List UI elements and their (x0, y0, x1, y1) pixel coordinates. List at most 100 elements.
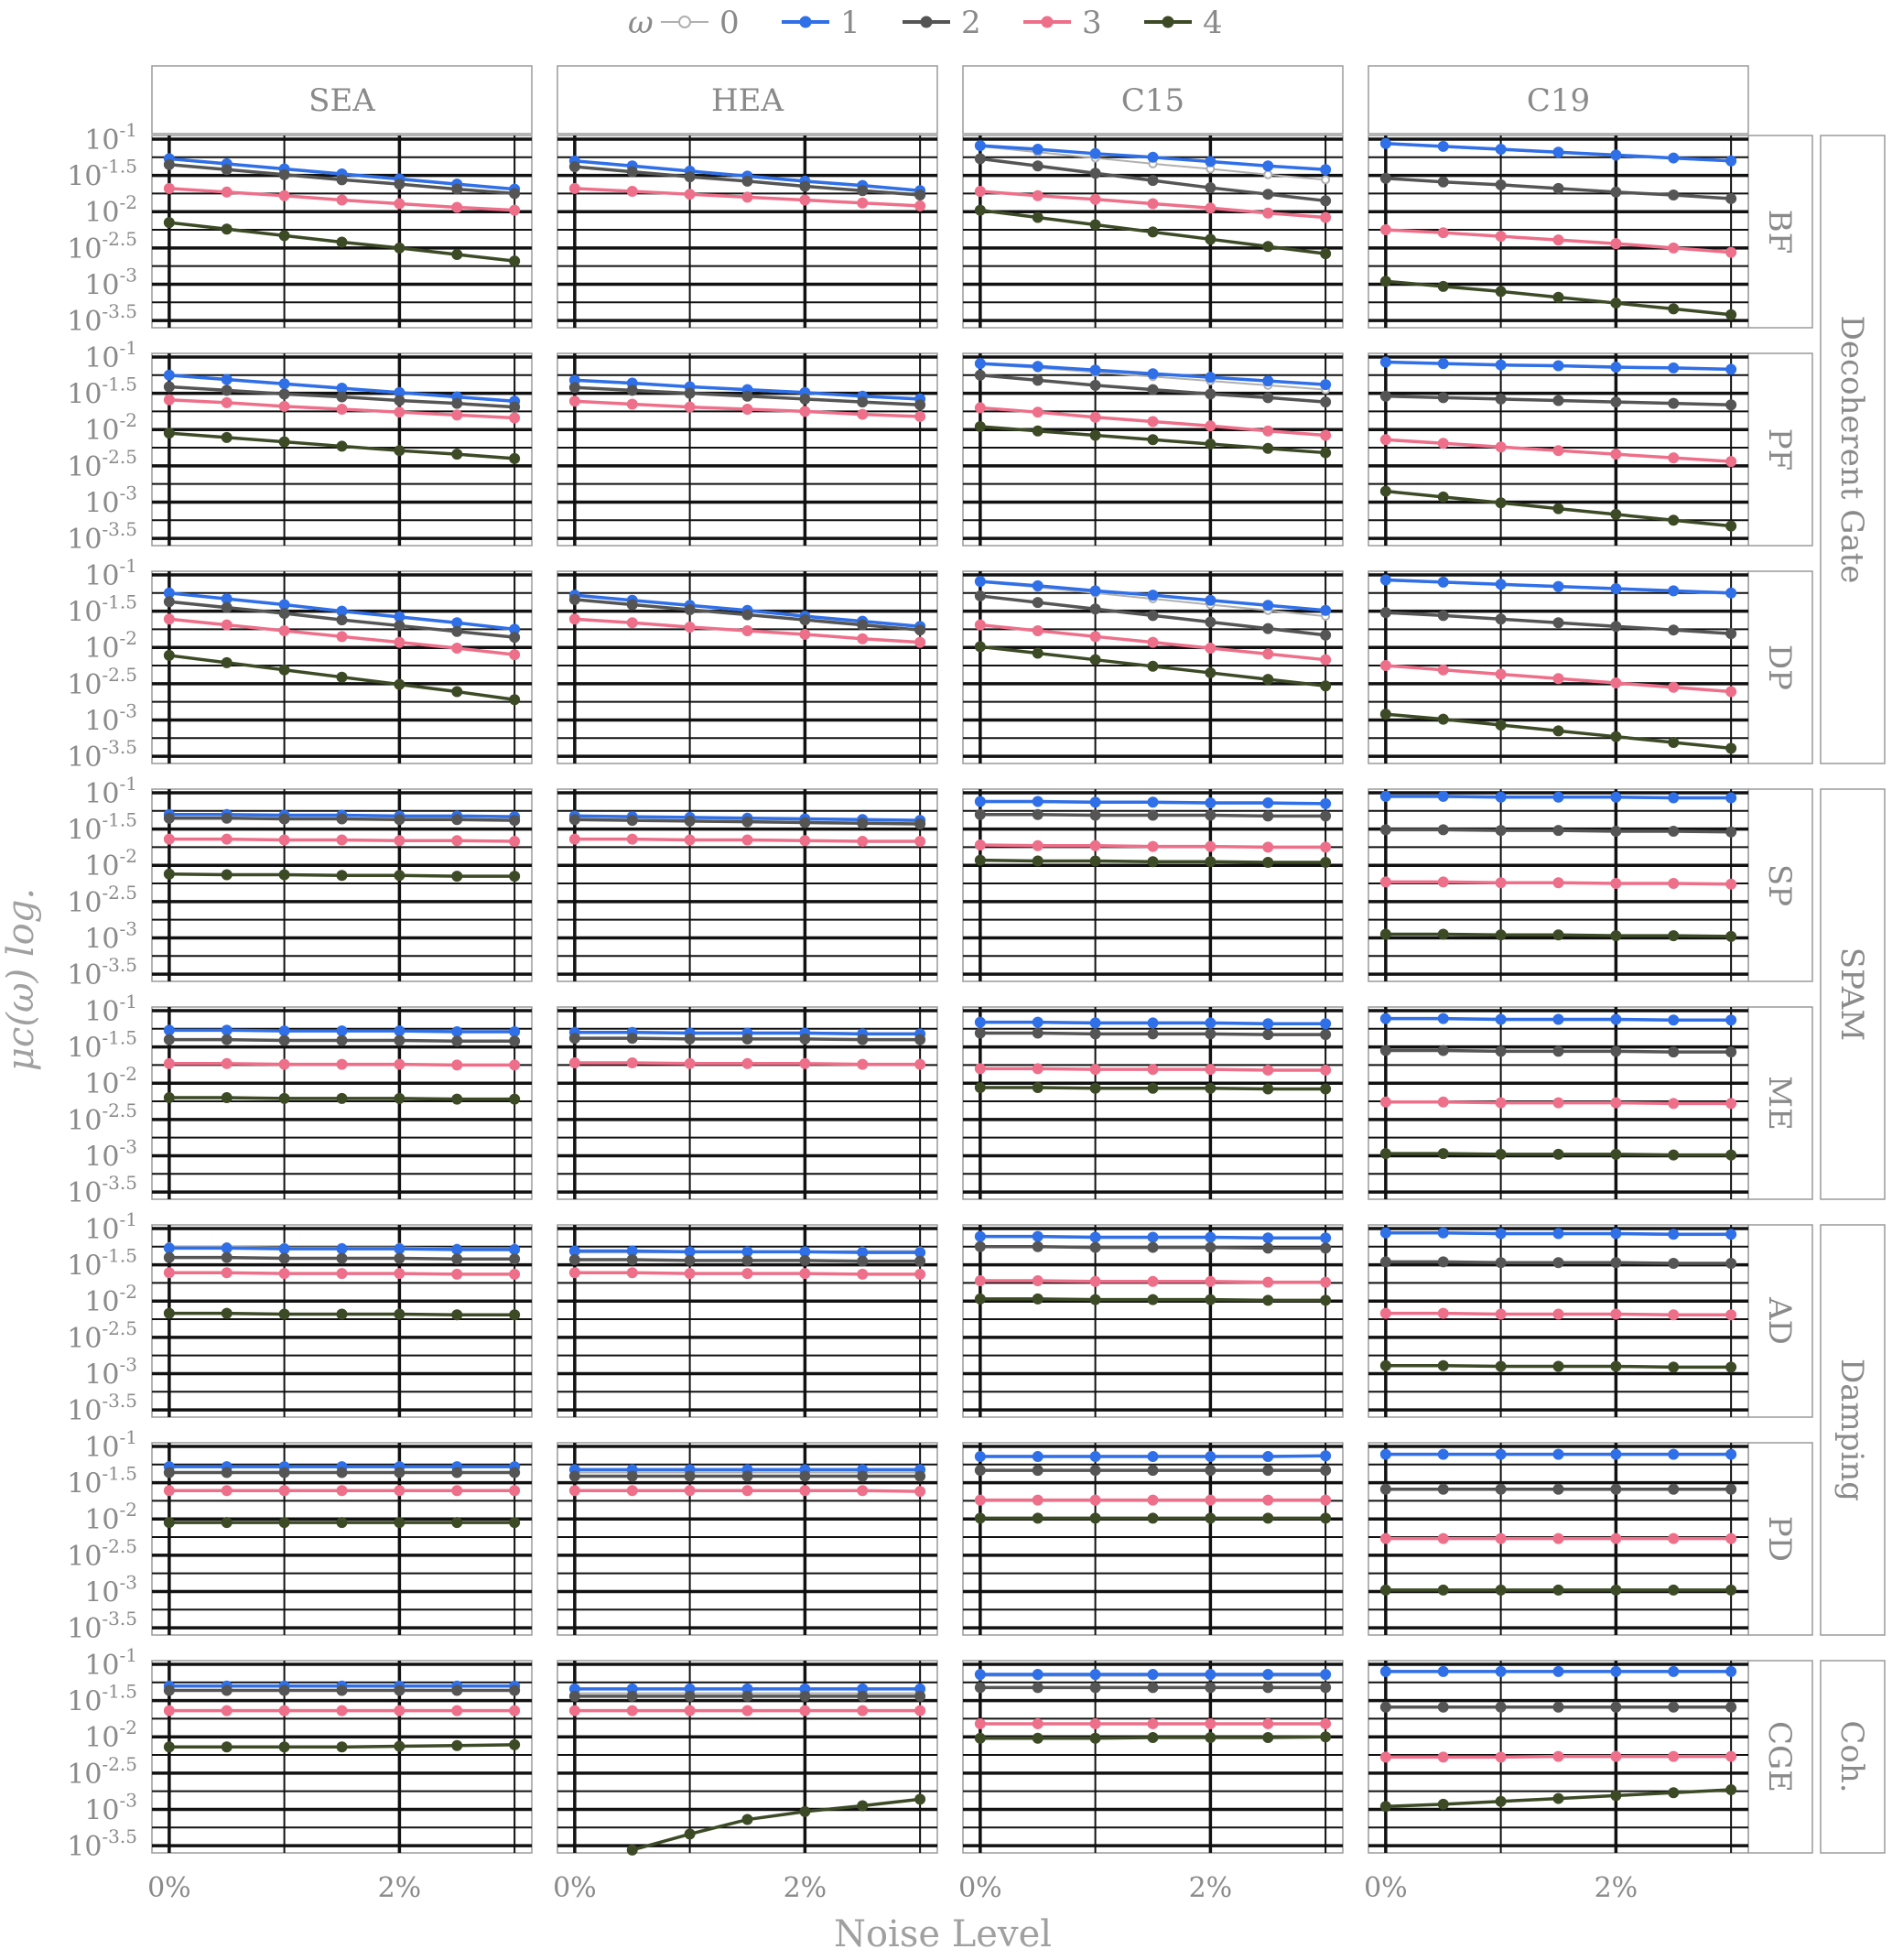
series-omega-3 (568, 613, 926, 648)
y-tick-text: 10-1 (84, 1426, 137, 1464)
data-point (1205, 202, 1216, 214)
series-omega-2 (163, 1034, 521, 1047)
data-point (1495, 1701, 1507, 1713)
data-point (1032, 1081, 1043, 1093)
data-point (509, 694, 521, 706)
strip-label: CGE (1761, 1721, 1798, 1792)
data-point (568, 1705, 580, 1716)
data-point (1725, 742, 1737, 754)
series-omega-1 (1379, 1012, 1737, 1026)
panel-bf-hea (557, 135, 938, 329)
data-point (163, 394, 175, 406)
data-point (1262, 1242, 1274, 1254)
data-point (626, 1844, 638, 1856)
legend-label: 0 (719, 5, 740, 41)
data-point (1032, 1512, 1043, 1524)
data-point (857, 408, 869, 420)
data-point (684, 387, 696, 399)
x-axis-title: Noise Level (834, 1913, 1052, 1955)
data-point (1205, 840, 1216, 852)
series-omega-2 (974, 1465, 1332, 1477)
data-point (1552, 1097, 1564, 1109)
series-omega-4 (1379, 485, 1737, 532)
y-tick-text: 10-2.5 (67, 1535, 137, 1573)
data-point (1147, 1241, 1159, 1253)
series-omega-4 (163, 1307, 521, 1321)
series-omega-4 (1379, 928, 1737, 942)
data-point (1725, 456, 1737, 468)
data-point (1725, 1750, 1737, 1762)
series-omega-4 (163, 1517, 521, 1529)
data-point (1552, 1483, 1564, 1495)
data-point (914, 1255, 926, 1267)
data-point (1320, 604, 1332, 616)
series-omega-2 (1379, 607, 1737, 640)
data-point (1262, 160, 1274, 172)
data-point (857, 396, 869, 408)
data-point (1205, 1494, 1216, 1506)
data-point (1320, 680, 1332, 692)
y-tick-text: 10-3 (84, 482, 137, 519)
y-tick-label: 10-2 (84, 845, 137, 883)
strip-cge: CGE (1747, 1660, 1813, 1854)
data-point (1089, 193, 1101, 205)
data-point (1668, 1098, 1680, 1110)
y-tick-label: 10-1.5 (67, 1463, 137, 1500)
data-point (1089, 1732, 1101, 1744)
y-tick-label: 10-1 (84, 337, 137, 374)
data-point (974, 1293, 986, 1305)
data-point (221, 1034, 232, 1045)
data-point (1089, 1669, 1101, 1681)
data-point (1437, 1012, 1449, 1024)
data-point (509, 1243, 521, 1255)
data-point (278, 1308, 290, 1320)
data-point (1495, 1532, 1507, 1544)
data-point (1262, 623, 1274, 634)
y-axis-title: μc(ω) log. (0, 888, 42, 1071)
group-strip-box (1820, 1660, 1886, 1854)
y-tick-label: 10-2.5 (67, 1099, 137, 1137)
data-point (278, 624, 290, 636)
data-point (509, 401, 521, 413)
y-tick-text: 10-2 (84, 627, 137, 665)
data-point (857, 1268, 869, 1280)
series-omega-3 (974, 1494, 1332, 1506)
data-point (857, 1800, 869, 1812)
series-omega-3 (163, 1485, 521, 1497)
data-point (509, 188, 521, 200)
panel-dp-hea (557, 570, 938, 764)
y-tick-text: 10-2 (84, 1499, 137, 1536)
y-tick-text: 10-3 (84, 264, 137, 301)
data-point (221, 223, 232, 235)
data-point (1320, 1294, 1332, 1306)
panel-pf-c19 (1368, 352, 1749, 547)
data-point (1668, 792, 1680, 804)
data-point (974, 1230, 986, 1242)
data-point (163, 812, 175, 824)
data-point (1379, 1701, 1391, 1713)
data-point (163, 1485, 175, 1497)
data-point (336, 404, 348, 416)
strip-label: C15 (1121, 82, 1184, 119)
data-point (1610, 878, 1622, 890)
data-point (1089, 1494, 1101, 1506)
data-point (1552, 1257, 1564, 1269)
y-tick-label: 10-3 (84, 917, 137, 955)
data-point (1668, 624, 1680, 636)
data-point (857, 1058, 869, 1070)
series-omega-3 (974, 186, 1332, 223)
y-tick-label: 10-2 (84, 627, 137, 665)
data-point (1147, 856, 1159, 868)
strip-box (1747, 570, 1813, 764)
data-point (1089, 168, 1101, 179)
data-point (278, 1741, 290, 1753)
data-point (974, 186, 986, 198)
strip-bf: BF (1747, 135, 1813, 329)
data-point (1262, 1451, 1274, 1463)
series-omega-2 (1379, 1045, 1737, 1058)
data-point (278, 1705, 290, 1716)
data-point (509, 1309, 521, 1321)
y-tick-text: 10-1.5 (67, 1245, 137, 1283)
group-strip-label: SPAM (1833, 948, 1870, 1041)
data-point (626, 384, 638, 396)
